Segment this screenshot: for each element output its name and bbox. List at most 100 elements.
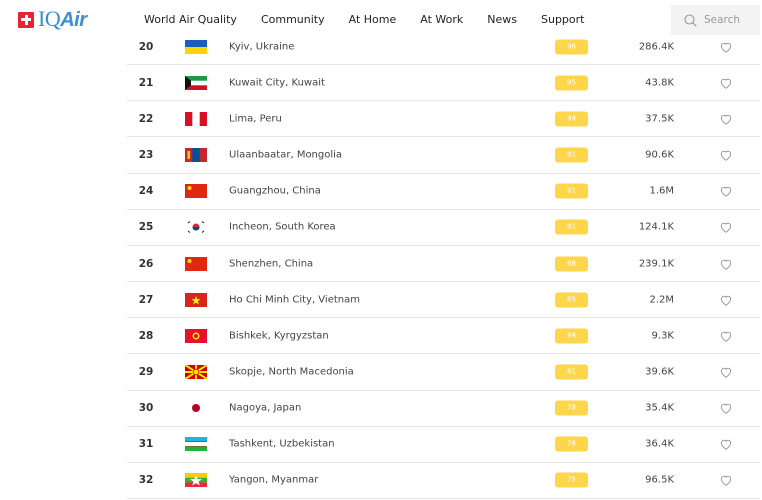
uzbekistan-flag-icon [185, 437, 207, 452]
city-link[interactable]: Ho Chi Minh City, Vietnam [229, 294, 360, 306]
table-row[interactable]: 22 Lima, Peru 94 37.5K [127, 101, 760, 138]
rank: 30 [138, 402, 154, 415]
heart-icon[interactable] [719, 76, 733, 90]
followers-count: 239.1K [638, 258, 674, 270]
myanmar-flag-icon [185, 473, 207, 488]
rank: 28 [138, 329, 154, 342]
table-row[interactable]: 26 Shenzhen, China 88 239.1K [127, 246, 760, 283]
table-row[interactable]: 20 Kyiv, Ukraine 96 286.4K [127, 29, 760, 66]
search-input[interactable]: Search [671, 5, 760, 35]
top-header: IQAir World Air Quality Community At Hom… [0, 0, 762, 38]
search-placeholder: Search [704, 14, 741, 26]
aqi-badge: 85 [555, 292, 588, 308]
aqi-badge: 91 [555, 219, 588, 235]
table-row[interactable]: 29 Skopje, North Macedonia 81 39.6K [127, 354, 760, 391]
heart-icon[interactable] [719, 220, 733, 234]
swiss-cross-icon [18, 11, 34, 28]
city-link[interactable]: Yangon, Myanmar [229, 474, 319, 486]
followers-count: 9.3K [651, 330, 674, 342]
heart-icon[interactable] [719, 148, 733, 162]
city-link[interactable]: Shenzhen, China [229, 258, 314, 270]
vietnam-flag-icon [185, 292, 207, 307]
nav-world-air-quality[interactable]: World Air Quality [144, 13, 237, 26]
city-link[interactable]: Lima, Peru [229, 113, 282, 125]
rank: 26 [138, 257, 154, 270]
table-row[interactable]: 27 Ho Chi Minh City, Vietnam 85 2.2M [127, 282, 760, 319]
city-link[interactable]: Skopje, North Macedonia [229, 366, 354, 378]
heart-icon[interactable] [719, 365, 733, 379]
table-row[interactable]: 31 Tashkent, Uzbekistan 76 36.4K [127, 427, 760, 463]
table-row[interactable]: 30 Nagoya, Japan 78 35.4K [127, 391, 760, 427]
aqi-badge: 91 [555, 183, 588, 199]
city-link[interactable]: Tashkent, Uzbekistan [229, 438, 335, 450]
south-korea-flag-icon [185, 220, 207, 235]
nav-at-work[interactable]: At Work [420, 13, 464, 26]
followers-count: 286.4K [638, 41, 674, 53]
heart-icon[interactable] [719, 112, 733, 126]
kuwait-flag-icon [185, 75, 207, 90]
city-link[interactable]: Nagoya, Japan [229, 402, 302, 414]
table-row[interactable]: 32 Yangon, Myanmar 75 96.5K [127, 463, 760, 500]
aqi-badge: 88 [555, 256, 588, 272]
heart-icon[interactable] [719, 257, 733, 271]
followers-count: 1.6M [649, 185, 674, 197]
followers-count: 90.6K [645, 149, 674, 161]
aqi-badge: 78 [555, 400, 588, 416]
rank: 31 [138, 438, 154, 451]
heart-icon[interactable] [719, 293, 733, 307]
rank: 21 [138, 76, 154, 89]
rank: 29 [138, 365, 154, 378]
aqi-badge: 84 [555, 328, 588, 344]
rank: 22 [138, 112, 154, 125]
city-link[interactable]: Ulaanbaatar, Mongolia [229, 149, 343, 161]
aqi-badge: 94 [555, 111, 588, 127]
aqi-badge: 91 [555, 147, 588, 163]
rank: 24 [138, 185, 154, 198]
mongolia-flag-icon [185, 148, 207, 163]
nav-community[interactable]: Community [260, 13, 325, 26]
aqi-badge: 81 [555, 364, 588, 380]
aqi-badge: 96 [555, 39, 588, 55]
followers-count: 2.2M [649, 294, 674, 306]
ukraine-flag-icon [185, 39, 207, 54]
rank: 23 [138, 149, 154, 162]
aqi-badge: 75 [555, 472, 588, 488]
city-ranking-table: 20 Kyiv, Ukraine 96 286.4K 21 Kuwait City, Ku… [127, 29, 760, 500]
city-link[interactable]: Bishkek, Kyrgyzstan [229, 330, 329, 342]
search-icon [684, 13, 697, 27]
logo-wordmark: IQAir [38, 6, 87, 31]
followers-count: 36.4K [645, 438, 674, 450]
table-row[interactable]: 28 Bishkek, Kyrgyzstan 84 9.3K [127, 318, 760, 355]
table-row[interactable]: 24 Guangzhou, China 91 1.6M [127, 174, 760, 210]
followers-count: 39.6K [645, 366, 674, 378]
heart-icon[interactable] [719, 40, 733, 54]
city-link[interactable]: Kyiv, Ukraine [229, 41, 295, 53]
city-link[interactable]: Kuwait City, Kuwait [229, 77, 325, 89]
rank: 20 [138, 40, 154, 53]
nav-news[interactable]: News [487, 13, 517, 26]
rank: 32 [138, 474, 154, 487]
iqair-logo[interactable]: IQAir [18, 6, 87, 31]
nav-support[interactable]: Support [540, 13, 585, 26]
followers-count: 124.1K [638, 221, 674, 233]
followers-count: 96.5K [645, 474, 674, 486]
kyrgyzstan-flag-icon [185, 328, 207, 343]
city-link[interactable]: Guangzhou, China [229, 185, 321, 197]
city-link[interactable]: Incheon, South Korea [229, 221, 336, 233]
north-macedonia-flag-icon [185, 364, 207, 379]
table-row[interactable]: 25 Incheon, South Korea 91 124.1K [127, 210, 760, 246]
rank: 27 [138, 293, 154, 306]
table-row[interactable]: 23 Ulaanbaatar, Mongolia 91 90.6K [127, 137, 760, 174]
followers-count: 43.8K [645, 77, 674, 89]
nav-at-home[interactable]: At Home [348, 13, 397, 26]
heart-icon[interactable] [719, 401, 733, 415]
china-flag-icon [185, 184, 207, 199]
heart-icon[interactable] [719, 473, 733, 487]
heart-icon[interactable] [719, 329, 733, 343]
table-row[interactable]: 21 Kuwait City, Kuwait 95 43.8K [127, 65, 760, 102]
aqi-badge: 95 [555, 75, 588, 91]
heart-icon[interactable] [719, 184, 733, 198]
japan-flag-icon [185, 401, 207, 416]
main-nav: World Air Quality Community At Home At W… [144, 13, 584, 26]
heart-icon[interactable] [719, 437, 733, 451]
